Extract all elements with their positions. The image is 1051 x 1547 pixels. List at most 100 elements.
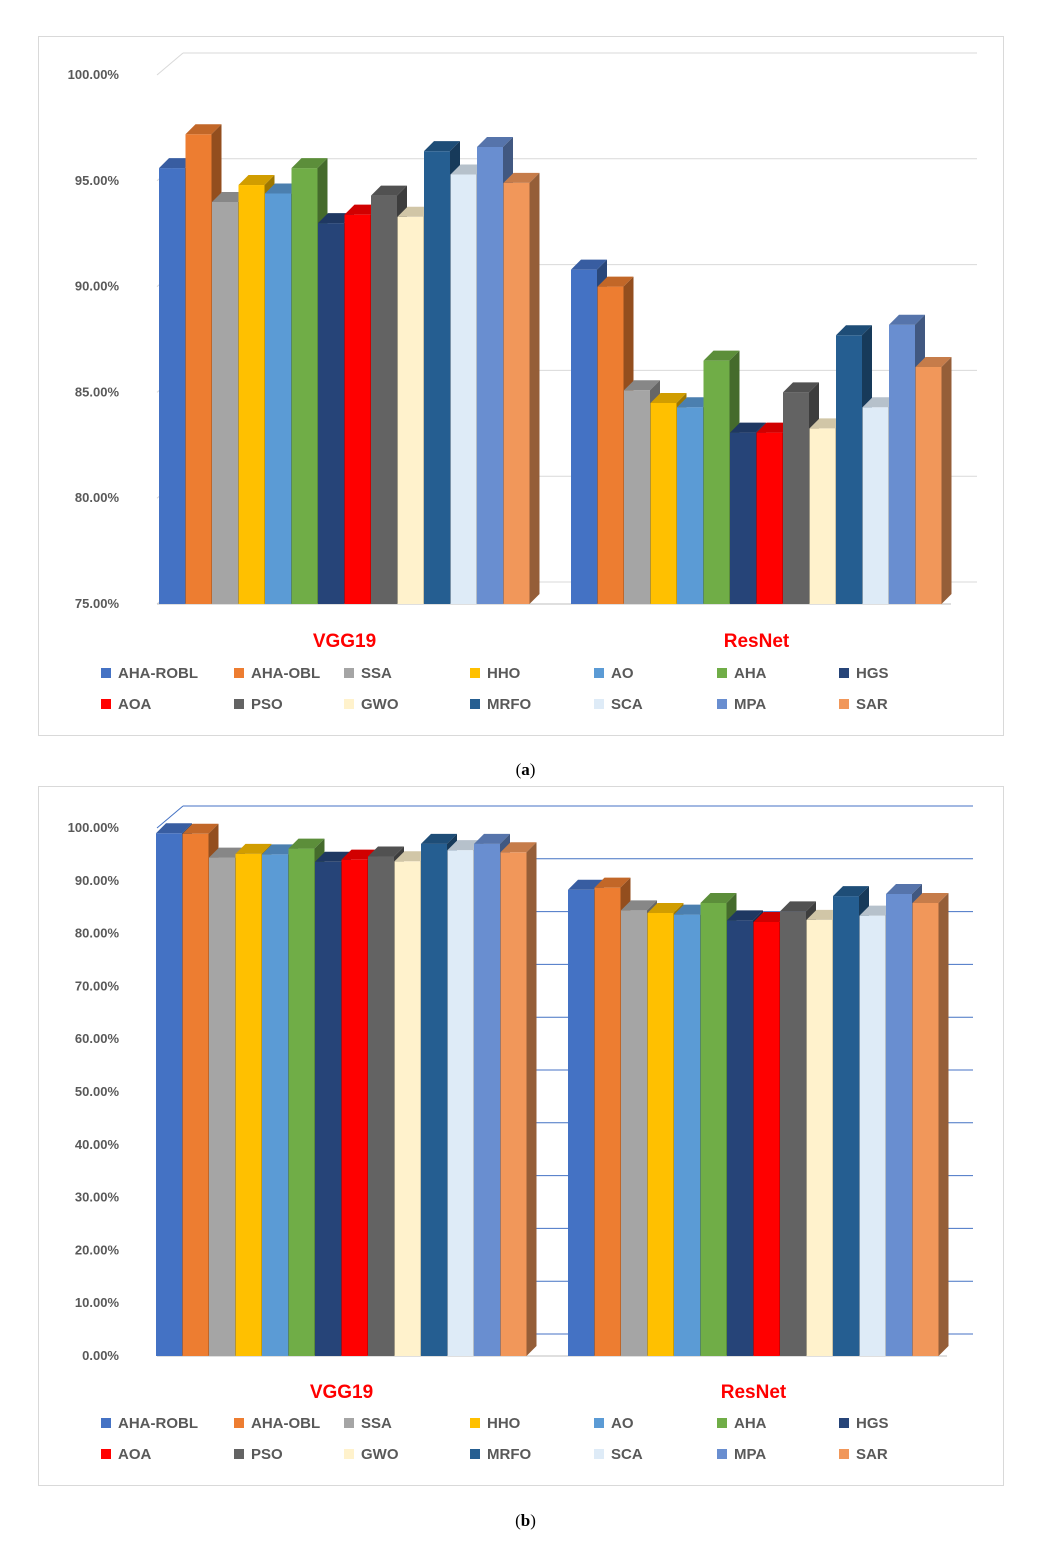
bar-front (371, 195, 397, 604)
legend-item-aha-robl: AHA-ROBL (101, 1415, 198, 1432)
bar-top (597, 276, 634, 287)
legend-item-hho: HHO (470, 1415, 521, 1432)
legend-item-aha-obl: AHA-OBL (234, 665, 320, 682)
bar-front (291, 168, 318, 604)
legend-swatch (101, 1449, 111, 1459)
legend-label: HGS (856, 665, 889, 682)
bar-top (700, 892, 737, 903)
gridline-diagonal (156, 52, 184, 76)
bar-top (730, 422, 766, 433)
legend-item-gwo: GWO (344, 696, 399, 713)
legend-swatch (470, 1449, 480, 1459)
bar-top (915, 357, 952, 368)
bar-top (368, 846, 404, 857)
bar-sar-vgg19 (500, 842, 537, 1356)
legend-swatch (594, 668, 604, 678)
y-tick-label: 100.00% (68, 820, 120, 835)
bar-side (941, 357, 952, 604)
bar-top (833, 886, 869, 897)
legend-label: HHO (487, 665, 521, 682)
legend-item-mpa: MPA (717, 696, 766, 713)
legend-swatch (594, 1449, 604, 1459)
bar-front (730, 432, 756, 604)
legend-swatch (839, 1449, 849, 1459)
chart-panel-b: 0.00% 10.00% 20.00% 30.00% 40.00% 50.00% 60.00… (38, 786, 1004, 1486)
legend-item-pso: PSO (234, 696, 283, 713)
bar-front (185, 134, 212, 605)
bar-front (477, 146, 503, 604)
legend-swatch (470, 668, 480, 678)
chart-a-svg: 75.00% 80.00% 85.00% 90.00% 95.00% 100.00% VGG… (68, 52, 977, 713)
legend-label: AHA-OBL (251, 1415, 320, 1432)
legend-item-aha-obl: AHA-OBL (234, 1415, 320, 1432)
bar-front (912, 902, 939, 1356)
bar-front (447, 850, 474, 1356)
bar-front (315, 861, 341, 1356)
category-label: ResNet (724, 631, 790, 652)
bar-top (477, 136, 513, 147)
legend-label: HGS (856, 1415, 889, 1432)
bar-top (371, 185, 407, 196)
bar-front (700, 902, 727, 1356)
bar-top (647, 903, 684, 914)
legend-label: PSO (251, 1446, 283, 1463)
y-tick-label: 80.00% (75, 926, 120, 941)
legend-item-gwo: GWO (344, 1446, 399, 1463)
legend-item-aha: AHA (717, 665, 767, 682)
legend-swatch (101, 668, 111, 678)
bar-top (571, 259, 607, 270)
bar-front (238, 185, 265, 605)
bar-top (185, 124, 222, 135)
bar-front (703, 360, 730, 604)
legend-label: AHA (734, 665, 767, 682)
bar-sar-vgg19 (503, 172, 540, 604)
bar-front (650, 402, 677, 604)
legend-label: HHO (487, 1415, 521, 1432)
legend-label: SCA (611, 1446, 643, 1463)
legend-label: SSA (361, 665, 392, 682)
legend-item-aoa: AOA (101, 1446, 152, 1463)
bar-front (209, 857, 235, 1356)
bar-front (344, 214, 371, 604)
chart-b-svg: 0.00% 10.00% 20.00% 30.00% 40.00% 50.00% 60.00… (68, 805, 973, 1463)
y-tick-label: 70.00% (75, 978, 120, 993)
category-label: VGG19 (310, 1382, 373, 1403)
legend-swatch (344, 668, 354, 678)
bar-front (474, 843, 500, 1356)
bar-front (727, 920, 753, 1356)
legend-swatch (594, 1418, 604, 1428)
bar-front (783, 392, 809, 604)
y-tick-label: 20.00% (75, 1242, 120, 1257)
bar-top (912, 892, 949, 903)
caption-b-letter: b (520, 1511, 531, 1530)
legend-item-aha: AHA (717, 1415, 767, 1432)
bar-front (159, 168, 185, 604)
bar-front (833, 896, 859, 1356)
legend-label: AO (611, 665, 634, 682)
legend-item-ao: AO (594, 665, 634, 682)
legend-swatch (839, 1418, 849, 1428)
bar-front (288, 848, 315, 1356)
legend-label: SSA (361, 1415, 392, 1432)
legend-label: AHA-ROBL (118, 665, 198, 682)
bar-top (650, 392, 687, 403)
y-tick-label: 60.00% (75, 1031, 120, 1046)
legend-swatch (234, 1418, 244, 1428)
legend-label: MPA (734, 1446, 766, 1463)
y-tick-label: 30.00% (75, 1190, 120, 1205)
bar-front (597, 286, 624, 604)
bar-side (938, 892, 949, 1356)
bar-top (503, 172, 540, 183)
bar-front (806, 919, 833, 1356)
bar-front (647, 913, 674, 1356)
legend-label: AHA (734, 1415, 767, 1432)
bar-front (889, 324, 915, 604)
legend-swatch (470, 699, 480, 709)
bar-front (341, 859, 368, 1356)
y-tick-label: 75.00% (75, 596, 120, 611)
y-tick-label: 50.00% (75, 1084, 120, 1099)
legend-item-hgs: HGS (839, 1415, 889, 1432)
bar-top (288, 838, 325, 849)
bar-top (474, 833, 510, 844)
bar-sar-resnet (915, 357, 952, 604)
